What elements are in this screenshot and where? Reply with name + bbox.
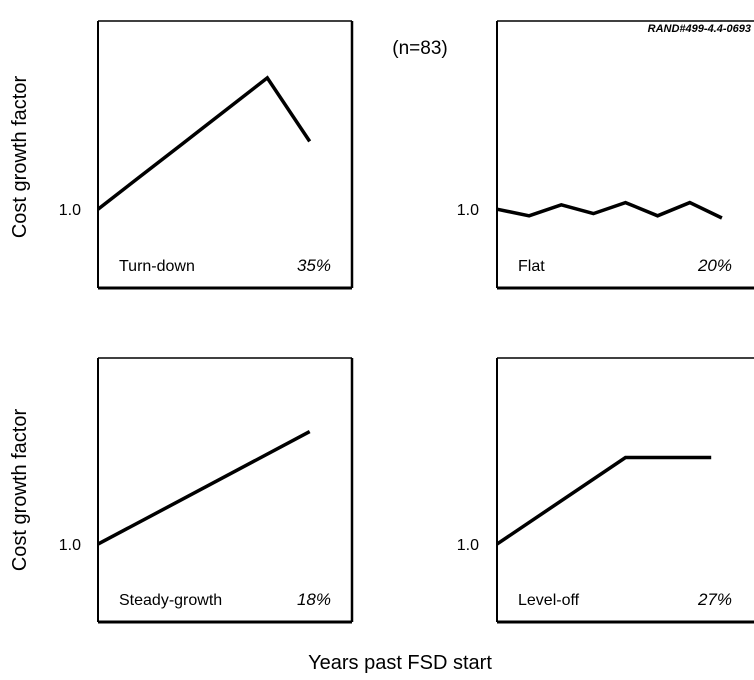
pattern-percent: 35% bbox=[297, 256, 331, 275]
chart-panel-2: 1.0 Flat 20% bbox=[457, 20, 754, 290]
pattern-label: Steady-growth bbox=[119, 592, 222, 609]
chart-panel-1: 1.0 Cost growth factor Turn-down 35% bbox=[9, 20, 354, 290]
y-tick-label: 1.0 bbox=[457, 202, 479, 219]
panels-group: 1.0 Cost growth factor Turn-down 35% 1.0 Flat… bbox=[9, 20, 754, 624]
y-axis-label: Cost growth factor bbox=[9, 409, 31, 572]
y-tick-label: 1.0 bbox=[457, 537, 479, 554]
y-axis-label: Cost growth factor bbox=[9, 76, 31, 239]
y-tick-label: 1.0 bbox=[59, 202, 81, 219]
y-tick-label: 1.0 bbox=[59, 537, 81, 554]
pattern-percent: 18% bbox=[297, 590, 331, 609]
pattern-percent: 20% bbox=[697, 256, 732, 275]
series-line bbox=[97, 430, 311, 546]
pattern-label: Turn-down bbox=[119, 258, 195, 275]
pattern-percent: 27% bbox=[697, 590, 732, 609]
series-line bbox=[96, 75, 312, 211]
chart-panel-3: 1.0 Cost growth factor Steady-growth 18% bbox=[9, 357, 354, 624]
chart-panel-4: 1.0 Level-off 27% bbox=[457, 357, 754, 624]
figure-reference-code: RAND#499-4.4-0693 bbox=[648, 23, 751, 35]
series-line bbox=[496, 455, 712, 546]
x-axis-label: Years past FSD start bbox=[308, 652, 492, 674]
pattern-label: Level-off bbox=[518, 592, 580, 609]
pattern-label: Flat bbox=[518, 258, 545, 275]
series-line bbox=[496, 200, 723, 220]
sample-size-note: (n=83) bbox=[392, 38, 447, 59]
